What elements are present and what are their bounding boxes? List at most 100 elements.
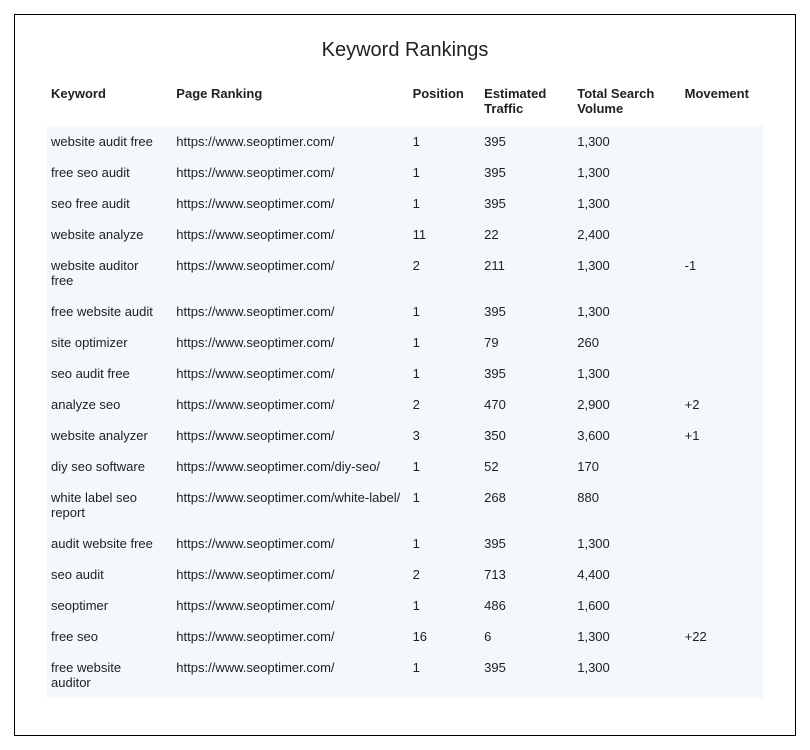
cell-movement — [681, 296, 763, 327]
cell-movement — [681, 327, 763, 358]
cell-volume: 2,900 — [573, 389, 680, 420]
cell-volume: 1,300 — [573, 296, 680, 327]
table-row: website analyzerhttps://www.seoptimer.co… — [47, 420, 763, 451]
cell-keyword: diy seo software — [47, 451, 172, 482]
cell-url: https://www.seoptimer.com/ — [172, 621, 408, 652]
cell-url: https://www.seoptimer.com/ — [172, 250, 408, 296]
cell-movement — [681, 219, 763, 250]
cell-url: https://www.seoptimer.com/ — [172, 188, 408, 219]
table-row: free seohttps://www.seoptimer.com/1661,3… — [47, 621, 763, 652]
cell-position: 11 — [409, 219, 481, 250]
col-movement: Movement — [681, 80, 763, 126]
col-url: Page Ranking — [172, 80, 408, 126]
cell-keyword: seo audit free — [47, 358, 172, 389]
table-row: website analyzehttps://www.seoptimer.com… — [47, 219, 763, 250]
cell-keyword: seo free audit — [47, 188, 172, 219]
table-row: seo audithttps://www.seoptimer.com/27134… — [47, 559, 763, 590]
cell-position: 2 — [409, 389, 481, 420]
cell-volume: 1,300 — [573, 188, 680, 219]
col-position: Position — [409, 80, 481, 126]
cell-keyword: free seo — [47, 621, 172, 652]
cell-traffic: 52 — [480, 451, 573, 482]
cell-volume: 1,300 — [573, 126, 680, 157]
table-row: free website auditorhttps://www.seoptime… — [47, 652, 763, 698]
cell-position: 1 — [409, 451, 481, 482]
cell-volume: 1,300 — [573, 358, 680, 389]
cell-movement — [681, 157, 763, 188]
cell-url: https://www.seoptimer.com/ — [172, 219, 408, 250]
table-row: free website audithttps://www.seoptimer.… — [47, 296, 763, 327]
cell-url: https://www.seoptimer.com/ — [172, 528, 408, 559]
table-row: free seo audithttps://www.seoptimer.com/… — [47, 157, 763, 188]
cell-movement — [681, 188, 763, 219]
table-row: audit website freehttps://www.seoptimer.… — [47, 528, 763, 559]
cell-position: 1 — [409, 188, 481, 219]
cell-movement: +2 — [681, 389, 763, 420]
cell-keyword: website analyzer — [47, 420, 172, 451]
cell-movement — [681, 528, 763, 559]
cell-keyword: free seo audit — [47, 157, 172, 188]
cell-traffic: 211 — [480, 250, 573, 296]
table-row: website audit freehttps://www.seoptimer.… — [47, 126, 763, 157]
cell-traffic: 268 — [480, 482, 573, 528]
cell-volume: 1,300 — [573, 652, 680, 698]
table-row: diy seo softwarehttps://www.seoptimer.co… — [47, 451, 763, 482]
table-row: site optimizerhttps://www.seoptimer.com/… — [47, 327, 763, 358]
cell-url: https://www.seoptimer.com/ — [172, 358, 408, 389]
col-volume: Total Search Volume — [573, 80, 680, 126]
cell-position: 1 — [409, 126, 481, 157]
cell-traffic: 395 — [480, 157, 573, 188]
table-row: seoptimerhttps://www.seoptimer.com/14861… — [47, 590, 763, 621]
cell-url: https://www.seoptimer.com/ — [172, 652, 408, 698]
cell-movement: -1 — [681, 250, 763, 296]
cell-traffic: 22 — [480, 219, 573, 250]
cell-volume: 1,300 — [573, 621, 680, 652]
table-header: Keyword Page Ranking Position Estimated … — [47, 80, 763, 126]
cell-position: 1 — [409, 157, 481, 188]
report-card: Keyword Rankings Keyword Page Ranking Po… — [14, 14, 796, 736]
cell-url: https://www.seoptimer.com/ — [172, 126, 408, 157]
cell-movement — [681, 451, 763, 482]
cell-keyword: free website audit — [47, 296, 172, 327]
col-traffic: Estimated Traffic — [480, 80, 573, 126]
cell-traffic: 395 — [480, 528, 573, 559]
cell-url: https://www.seoptimer.com/ — [172, 157, 408, 188]
cell-keyword: site optimizer — [47, 327, 172, 358]
cell-url: https://www.seoptimer.com/ — [172, 420, 408, 451]
cell-url: https://www.seoptimer.com/ — [172, 296, 408, 327]
cell-url: https://www.seoptimer.com/ — [172, 559, 408, 590]
cell-position: 1 — [409, 590, 481, 621]
cell-url: https://www.seoptimer.com/diy-seo/ — [172, 451, 408, 482]
col-keyword: Keyword — [47, 80, 172, 126]
cell-traffic: 395 — [480, 296, 573, 327]
cell-traffic: 395 — [480, 188, 573, 219]
table-row: seo free audithttps://www.seoptimer.com/… — [47, 188, 763, 219]
table-row: website auditor freehttps://www.seoptime… — [47, 250, 763, 296]
cell-keyword: seo audit — [47, 559, 172, 590]
cell-movement — [681, 482, 763, 528]
page-title: Keyword Rankings — [47, 39, 763, 62]
cell-position: 16 — [409, 621, 481, 652]
cell-url: https://www.seoptimer.com/ — [172, 327, 408, 358]
cell-volume: 4,400 — [573, 559, 680, 590]
cell-position: 1 — [409, 296, 481, 327]
cell-keyword: website auditor free — [47, 250, 172, 296]
cell-volume: 880 — [573, 482, 680, 528]
cell-movement — [681, 652, 763, 698]
cell-url: https://www.seoptimer.com/white-label/ — [172, 482, 408, 528]
cell-movement — [681, 126, 763, 157]
cell-position: 3 — [409, 420, 481, 451]
cell-movement — [681, 590, 763, 621]
cell-traffic: 6 — [480, 621, 573, 652]
table-row: seo audit freehttps://www.seoptimer.com/… — [47, 358, 763, 389]
table-row: analyze seohttps://www.seoptimer.com/247… — [47, 389, 763, 420]
cell-position: 1 — [409, 358, 481, 389]
cell-traffic: 395 — [480, 126, 573, 157]
cell-position: 1 — [409, 652, 481, 698]
cell-movement: +22 — [681, 621, 763, 652]
cell-movement — [681, 559, 763, 590]
cell-keyword: website audit free — [47, 126, 172, 157]
cell-traffic: 486 — [480, 590, 573, 621]
cell-traffic: 395 — [480, 652, 573, 698]
cell-volume: 170 — [573, 451, 680, 482]
